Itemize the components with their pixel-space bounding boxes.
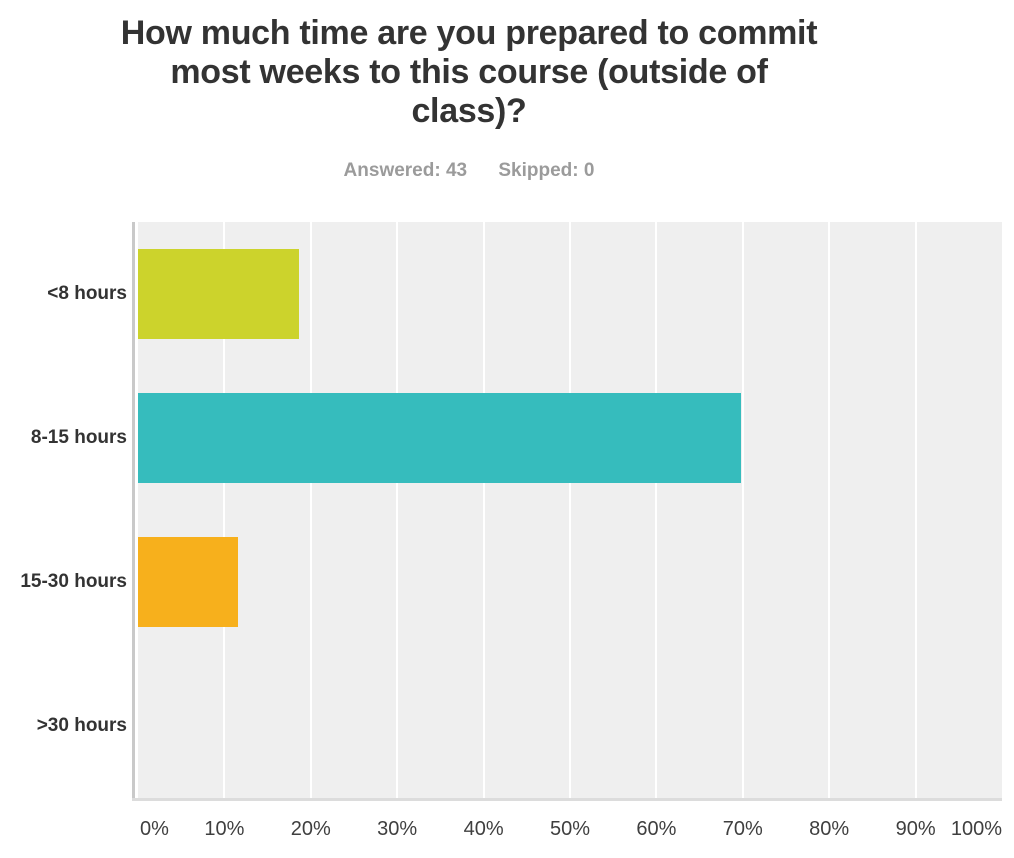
- x-tick-label: 20%: [290, 818, 331, 840]
- x-tick-label: 90%: [895, 818, 936, 840]
- answered-count: Answered: 43: [343, 160, 468, 181]
- category-label: <8 hours: [47, 283, 127, 304]
- question-title-line: class)?: [411, 92, 527, 130]
- x-tick-label: 40%: [463, 818, 504, 840]
- category-label: 8-15 hours: [30, 427, 127, 448]
- gridline: [569, 222, 571, 798]
- bar: [138, 249, 299, 339]
- gridline: [655, 222, 658, 798]
- x-tick-label: 80%: [809, 818, 850, 840]
- x-tick-label: 10%: [204, 818, 245, 840]
- response-stats: Answered: 43 Skipped: 0: [89, 160, 849, 182]
- gridline: [309, 222, 312, 798]
- x-tick-label: 50%: [549, 818, 591, 840]
- category-label: 15-30 hours: [20, 571, 127, 592]
- x-tick-label: 30%: [377, 818, 418, 840]
- gridline: [828, 222, 831, 798]
- bar: [138, 393, 741, 483]
- question-title-line: most weeks to this course (outside of: [170, 53, 768, 91]
- x-tick-label: 0%: [140, 818, 169, 840]
- gridline: [914, 222, 917, 798]
- gridline: [223, 222, 226, 798]
- chart-plot-area: [138, 222, 1002, 798]
- x-axis-line: [132, 798, 1002, 801]
- gridline: [741, 222, 744, 798]
- skipped-count: Skipped: 0: [498, 160, 595, 181]
- bar: [138, 537, 239, 627]
- y-axis-line: [132, 222, 135, 799]
- x-tick-label: 70%: [722, 818, 763, 840]
- x-tick-label: 60%: [636, 818, 677, 840]
- question-title: How much time are you prepared to commit…: [89, 14, 849, 131]
- x-tick-label: 100%: [950, 818, 1002, 840]
- category-label: >30 hours: [36, 715, 127, 736]
- question-title-line: How much time are you prepared to commit: [120, 14, 818, 52]
- gridline: [396, 222, 399, 798]
- gridline: [482, 222, 485, 798]
